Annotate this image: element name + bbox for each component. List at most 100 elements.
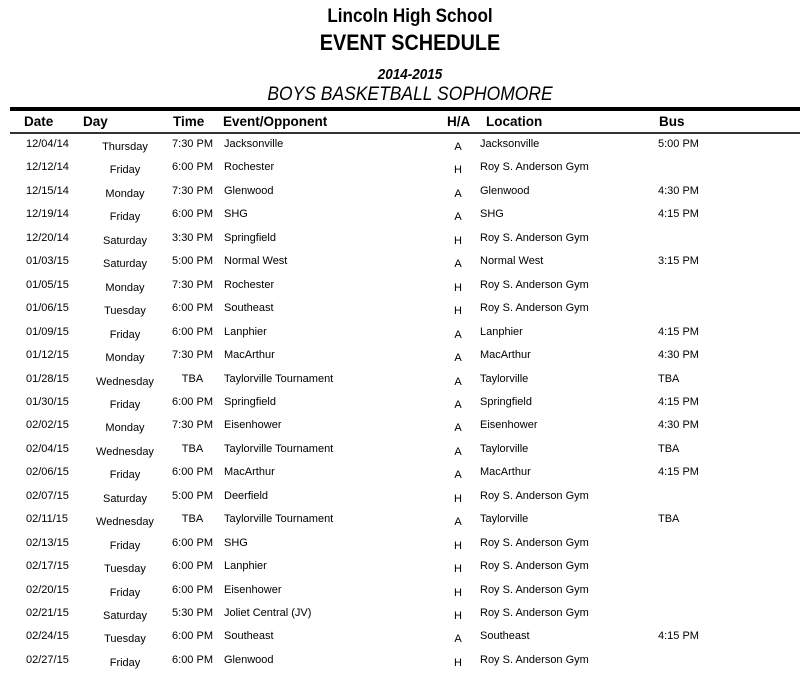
location-cell: Roy S. Anderson Gym <box>480 607 589 619</box>
day-cell: Wednesday <box>96 516 154 529</box>
day-cell: Friday <box>109 398 141 411</box>
sport-team: BOYS BASKETBALL SOPHOMORE <box>267 84 553 105</box>
date-cell: 01/30/15 <box>26 395 69 408</box>
location-cell: MacArthur <box>480 466 531 479</box>
date-cell: 12/15/14 <box>26 184 69 197</box>
time-cell: 5:00 PM <box>172 255 213 268</box>
location-cell: Springfield <box>480 395 532 408</box>
date-cell: 02/13/15 <box>26 536 69 549</box>
day-cell: Thursday <box>102 141 148 153</box>
date-cell: 01/09/15 <box>26 325 69 338</box>
table-row: 02/02/15 Monday 7:30 PM Eisenhower A Eisenhow… <box>0 419 800 439</box>
date-cell: 02/21/15 <box>26 607 69 619</box>
col-header-location: Location <box>486 114 543 129</box>
bus-cell: 4:30 PM <box>658 184 699 197</box>
day-cell: Monday <box>105 281 145 294</box>
event-cell: SHG <box>224 536 248 549</box>
day-cell: Saturday <box>102 234 148 247</box>
event-cell: Jacksonville <box>224 138 284 150</box>
time-cell: TBA <box>181 513 204 526</box>
day-cell: Friday <box>109 656 141 669</box>
event-cell: MacArthur <box>224 349 275 362</box>
date-cell: 01/03/15 <box>26 255 69 268</box>
location-cell: Roy S. Anderson Gym <box>480 302 589 315</box>
time-cell: 6:00 PM <box>172 583 213 596</box>
event-cell: Taylorville Tournament <box>224 372 334 385</box>
table-row: 02/24/15 Tuesday 6:00 PM Southeast A Southeas… <box>0 630 800 650</box>
home-away-cell: H <box>454 492 462 505</box>
day-cell: Friday <box>109 469 141 482</box>
time-cell: 6:00 PM <box>172 208 213 221</box>
day-cell: Saturday <box>102 610 148 622</box>
col-header-bus: Bus <box>659 114 685 129</box>
time-cell: 6:00 PM <box>172 653 213 666</box>
location-cell: Taylorville <box>480 372 529 385</box>
time-cell: 7:30 PM <box>172 184 213 197</box>
day-cell: Tuesday <box>104 563 146 576</box>
bus-cell: TBA <box>658 372 680 385</box>
col-header-date: Date <box>24 114 54 129</box>
time-cell: 6:00 PM <box>172 630 213 643</box>
time-cell: 7:30 PM <box>172 349 213 362</box>
table-row: 01/12/15 Monday 7:30 PM MacArthur A MacArthur… <box>0 349 800 369</box>
event-cell: MacArthur <box>224 466 275 479</box>
time-cell: 7:30 PM <box>172 419 213 432</box>
table-row: 02/06/15 Friday 6:00 PM MacArthur A MacArthur… <box>0 466 800 486</box>
day-cell: Monday <box>105 422 145 435</box>
event-cell: Lanphier <box>224 560 267 573</box>
location-cell: Roy S. Anderson Gym <box>480 161 589 174</box>
event-cell: Deerfield <box>224 489 269 502</box>
time-cell: 7:30 PM <box>172 138 213 150</box>
day-cell: Wednesday <box>96 375 154 388</box>
date-cell: 02/17/15 <box>26 560 69 573</box>
date-cell: 01/28/15 <box>26 372 69 385</box>
home-away-cell: H <box>454 164 462 177</box>
day-cell: Tuesday <box>104 305 146 318</box>
event-cell: Taylorville Tournament <box>224 513 334 526</box>
date-cell: 02/06/15 <box>26 466 69 479</box>
date-cell: 02/27/15 <box>26 653 69 666</box>
time-cell: 6:00 PM <box>172 302 213 315</box>
home-away-cell: A <box>454 633 462 646</box>
event-cell: Springfield <box>224 231 276 244</box>
table-row: 01/03/15 Saturday 5:00 PM Normal West A Norma… <box>0 255 800 275</box>
home-away-cell: H <box>454 563 462 576</box>
bus-cell: 4:15 PM <box>658 466 699 479</box>
bus-cell: 5:00 PM <box>658 138 699 150</box>
table-row: 02/21/15 Saturday 5:30 PM Joliet Central (J… <box>0 607 800 627</box>
table-row: 12/15/14 Monday 7:30 PM Glenwood A Glenwood 4:… <box>0 185 800 205</box>
bus-cell: 4:15 PM <box>658 325 699 338</box>
date-cell: 01/12/15 <box>26 349 69 362</box>
event-cell: Southeast <box>224 302 274 315</box>
location-cell: Taylorville <box>480 513 529 526</box>
table-row: 12/04/14 Thursday 7:30 PM Jacksonville A Jack… <box>0 138 800 158</box>
home-away-cell: A <box>454 187 462 200</box>
table-row: 01/28/15 Wednesday TBA Taylorville Tourname… <box>0 373 800 393</box>
location-cell: Taylorville <box>480 442 529 455</box>
home-away-cell: A <box>454 469 462 482</box>
event-cell: Taylorville Tournament <box>224 442 334 455</box>
time-cell: 5:30 PM <box>172 607 213 619</box>
home-away-cell: H <box>454 586 462 599</box>
table-row: 12/19/14 Friday 6:00 PM SHG A SHG 4:15 PM <box>0 208 800 228</box>
day-cell: Friday <box>109 539 141 552</box>
home-away-cell: A <box>454 211 462 224</box>
table-row: 01/30/15 Friday 6:00 PM Springfield A Springf… <box>0 396 800 416</box>
day-cell: Friday <box>109 211 141 224</box>
home-away-cell: A <box>454 141 462 153</box>
col-header-ha: H/A <box>447 114 471 129</box>
event-cell: Joliet Central (JV) <box>224 607 312 619</box>
date-cell: 02/04/15 <box>26 442 69 455</box>
home-away-cell: A <box>454 258 462 271</box>
location-cell: SHG <box>480 208 504 221</box>
table-row: 02/13/15 Friday 6:00 PM SHG H Roy S. Anderson… <box>0 537 800 557</box>
day-cell: Monday <box>105 187 145 200</box>
location-cell: Southeast <box>480 630 530 643</box>
time-cell: 3:30 PM <box>172 231 213 244</box>
home-away-cell: A <box>454 375 462 388</box>
table-row: 12/20/14 Saturday 3:30 PM Springfield H Roy S… <box>0 232 800 252</box>
date-cell: 01/06/15 <box>26 302 69 315</box>
event-cell: Glenwood <box>224 184 274 197</box>
divider-thick <box>10 107 800 111</box>
bus-cell: TBA <box>658 513 680 526</box>
